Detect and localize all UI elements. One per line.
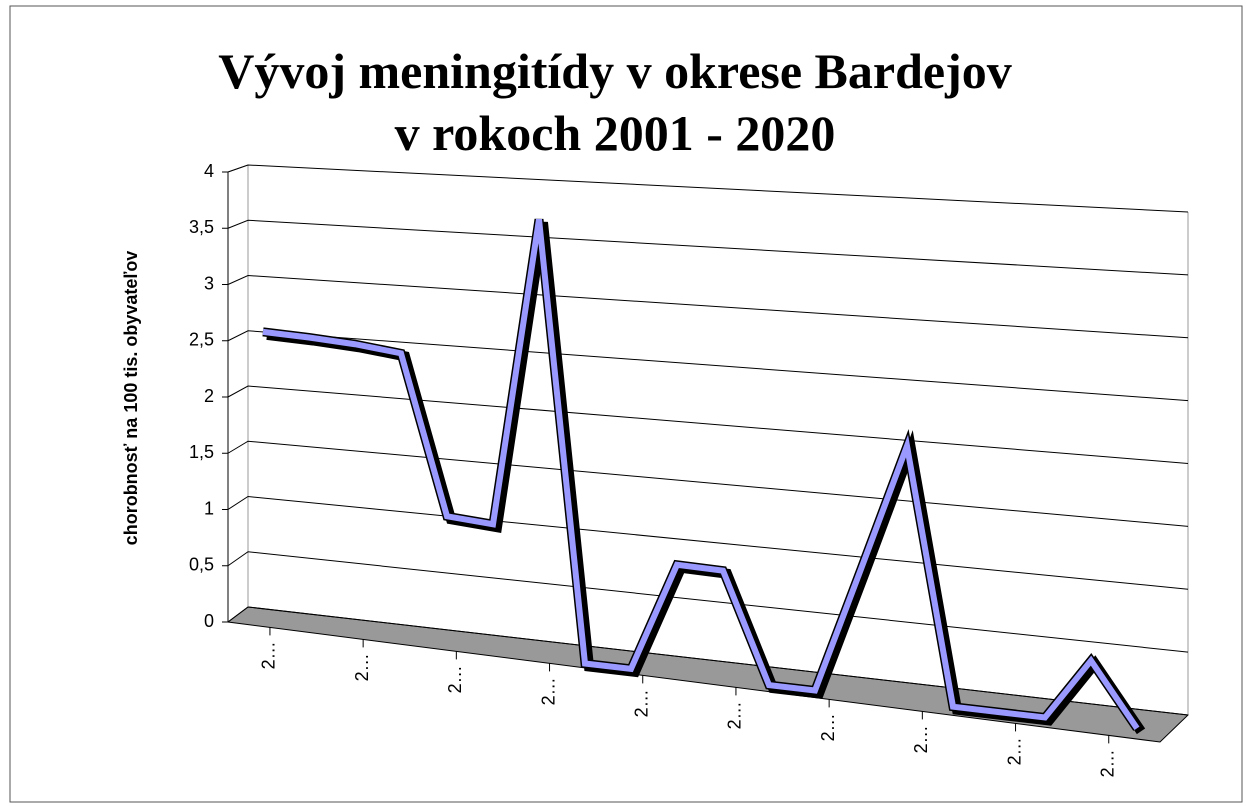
x-tick-label: 2… [725, 701, 745, 729]
x-tick-label: 2… [538, 677, 558, 705]
y-tick-label: 1 [204, 498, 214, 518]
grid-line [227, 330, 1189, 402]
y-tick-label: 2 [204, 386, 214, 406]
y-tick-label: 0,5 [189, 555, 214, 575]
y-tick-label: 3 [204, 273, 214, 293]
grid-line [227, 440, 1189, 527]
x-tick-label: 2… [911, 725, 931, 753]
y-tick-label: 1,5 [189, 442, 214, 462]
chart-title: Vývoj meningitídy v okrese Bardejov [218, 43, 1011, 99]
grid-line [227, 164, 1189, 213]
x-tick-label: 2… [631, 689, 651, 717]
x-tick-label: 2… [259, 641, 279, 669]
grid-line [227, 274, 1189, 339]
line [262, 218, 1140, 730]
x-tick-label: 2… [445, 665, 465, 693]
x-tick-label: 2… [352, 653, 372, 681]
y-tick-label: 0 [204, 611, 214, 631]
grid-line [227, 219, 1189, 276]
x-tick-label: 2… [1004, 737, 1024, 765]
x-tick-label: 2… [818, 713, 838, 741]
y-tick-label: 2,5 [189, 330, 214, 350]
x-tick-label: 2… [1097, 749, 1117, 777]
y-tick-label: 4 [204, 161, 214, 181]
grid-line [227, 385, 1189, 464]
grid-line [227, 606, 1189, 716]
chart-subtitle: v rokoch 2001 - 2020 [395, 105, 836, 161]
grid-line [227, 551, 1189, 653]
y-tick-label: 3,5 [189, 217, 214, 237]
y-axis-title: chorobnosť na 100 tis. obyvateľov [121, 251, 141, 546]
